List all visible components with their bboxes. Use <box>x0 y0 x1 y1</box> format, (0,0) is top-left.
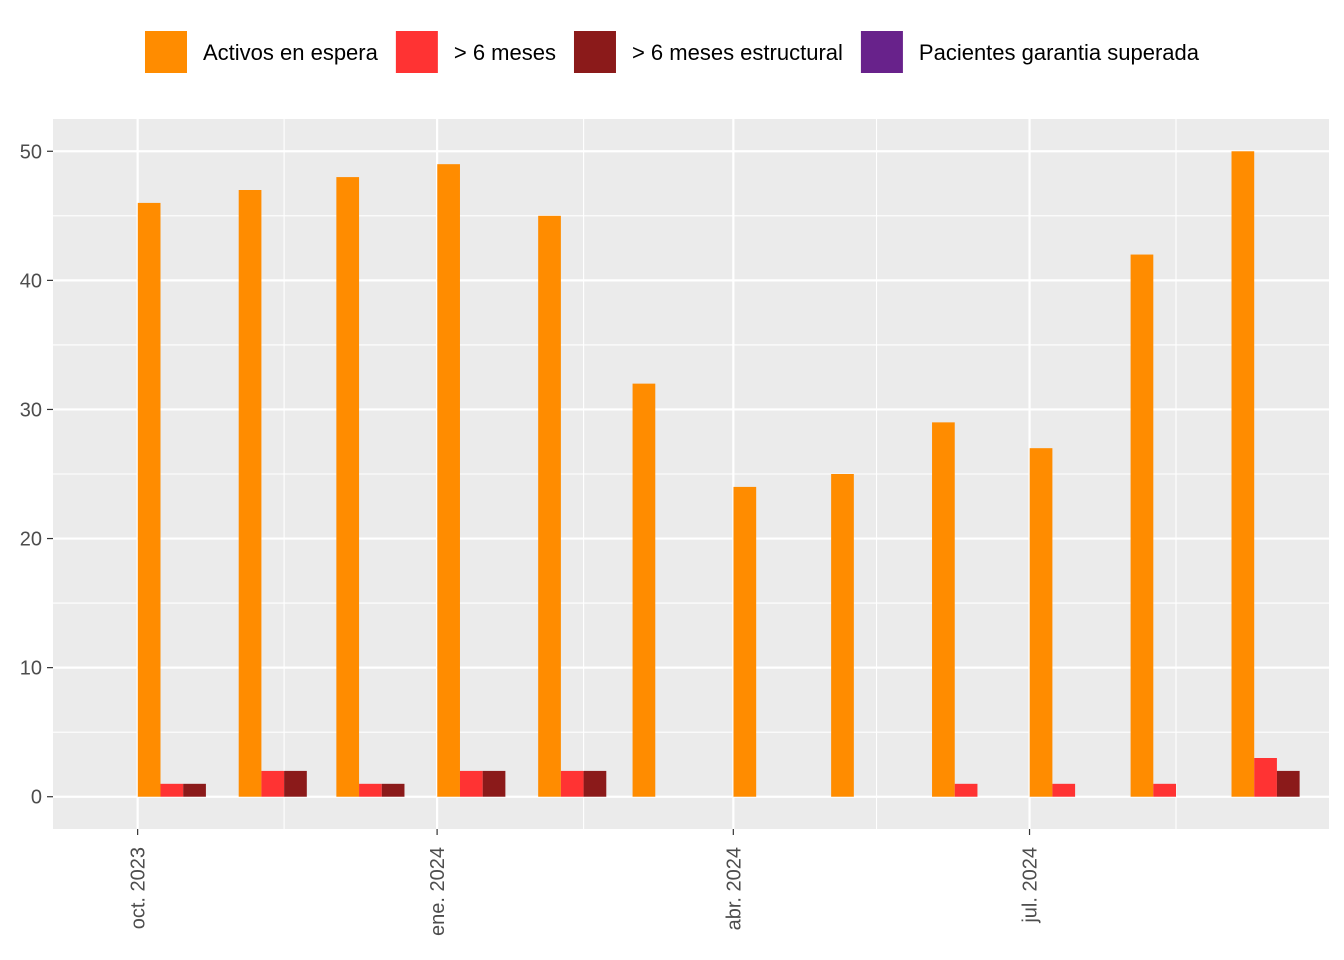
bar <box>1153 783 1177 797</box>
bar <box>1276 770 1300 797</box>
bar <box>381 783 405 797</box>
bar <box>137 202 161 797</box>
bars <box>137 151 1300 797</box>
x-axis: oct. 2023 ene. 2024 abr. 2024 jul. 2024 <box>128 829 1042 936</box>
bar <box>1231 151 1255 797</box>
legend-key <box>573 31 616 73</box>
y-axis: 0 10 20 30 40 50 <box>20 141 53 809</box>
bar <box>359 783 382 797</box>
legend-label: > 6 meses estructural <box>632 40 843 65</box>
bar <box>954 783 978 797</box>
y-tick-label: 40 <box>20 270 42 292</box>
bar <box>336 177 360 797</box>
bar <box>733 486 757 797</box>
bar <box>261 770 285 797</box>
bar <box>437 164 460 797</box>
y-tick-label: 30 <box>20 399 42 421</box>
legend-key <box>860 31 903 73</box>
x-tick-label: oct. 2023 <box>128 847 150 929</box>
legend-label: Activos en espera <box>203 40 379 65</box>
x-tick-label: ene. 2024 <box>427 847 449 936</box>
minor-gridlines <box>53 119 1329 829</box>
legend: Activos en espera > 6 meses > 6 meses estr… <box>144 31 1200 73</box>
x-tick-label: jul. 2024 <box>1020 847 1042 924</box>
major-gridlines <box>53 119 1329 829</box>
y-tick-label: 50 <box>20 141 42 163</box>
bar <box>284 770 307 797</box>
legend-key <box>144 31 187 73</box>
bar <box>160 783 184 797</box>
bar <box>1130 254 1154 797</box>
legend-label: Pacientes garantia superada <box>919 40 1200 65</box>
bar <box>183 783 206 797</box>
bar <box>1052 783 1076 797</box>
y-tick-label: 0 <box>31 787 42 809</box>
legend-label: > 6 meses <box>454 40 556 65</box>
bar <box>538 215 561 797</box>
bar <box>238 190 262 797</box>
bar <box>632 383 656 797</box>
bar <box>482 770 506 797</box>
bar <box>560 770 584 797</box>
y-tick-label: 10 <box>20 658 42 680</box>
bar <box>831 474 854 797</box>
bar <box>459 770 483 797</box>
y-tick-label: 20 <box>20 529 42 551</box>
legend-key <box>395 31 438 73</box>
bar <box>932 422 955 797</box>
x-tick-label: abr. 2024 <box>723 847 745 930</box>
bar <box>1029 448 1053 797</box>
bar <box>1254 758 1277 797</box>
bar <box>583 770 607 797</box>
